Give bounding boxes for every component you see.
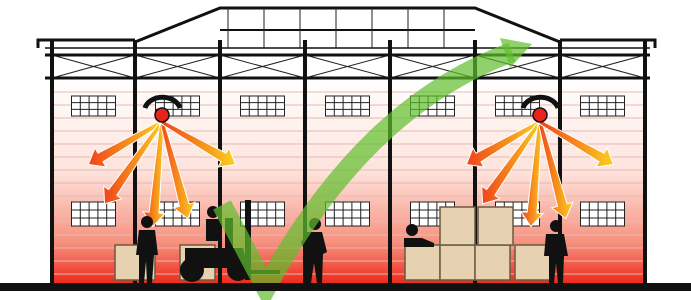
roof-truss — [52, 8, 645, 78]
window — [72, 96, 116, 116]
window — [581, 96, 625, 116]
window — [72, 202, 116, 226]
pillar — [643, 40, 647, 283]
window — [326, 202, 370, 226]
pillar — [50, 40, 54, 283]
window — [326, 96, 370, 116]
pillar — [388, 40, 392, 283]
ground — [0, 283, 691, 291]
window — [241, 96, 285, 116]
warehouse-illustration — [0, 0, 691, 300]
window — [581, 202, 625, 226]
building-frame — [38, 8, 655, 78]
